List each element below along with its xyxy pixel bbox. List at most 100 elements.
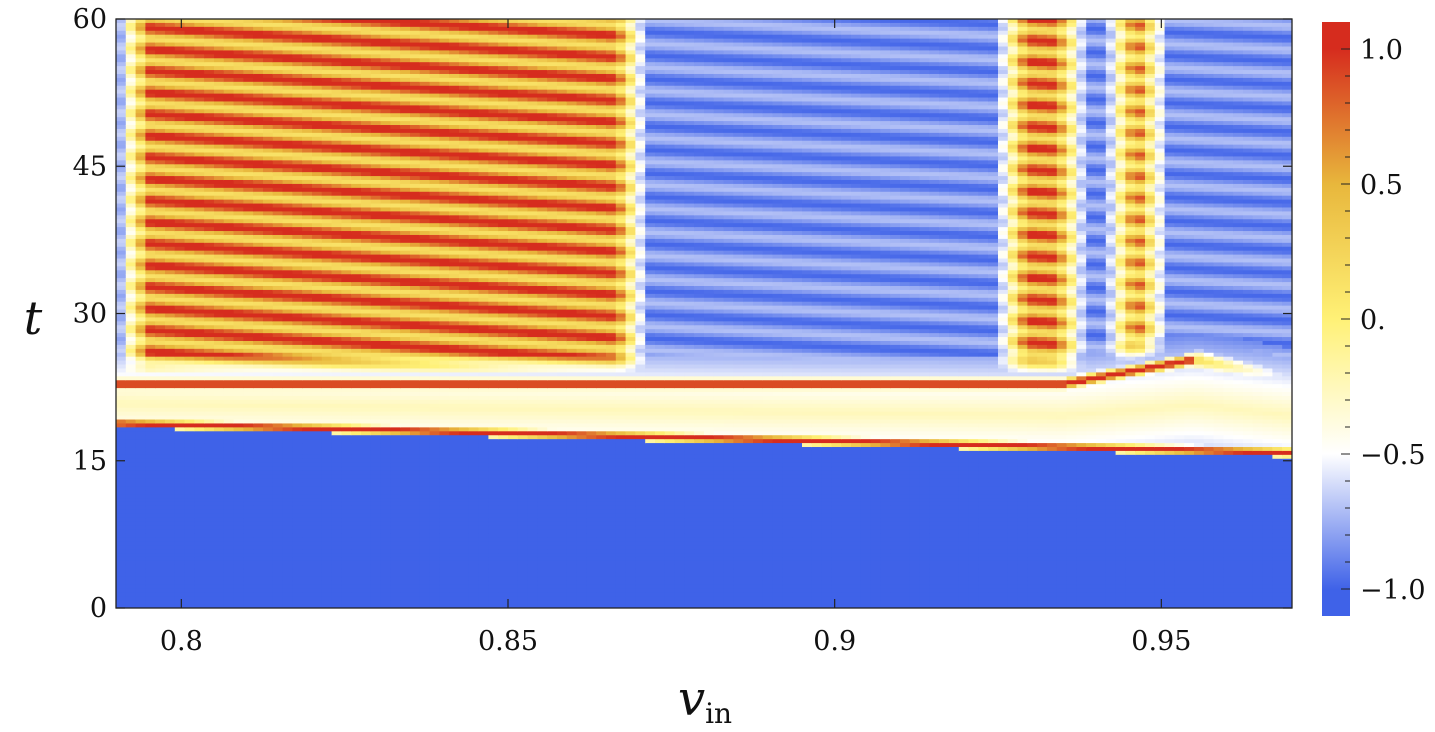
heatmap-cell [400, 376, 411, 381]
heatmap-cell [272, 246, 284, 252]
heatmap-cell [263, 77, 274, 83]
heatmap-cell [321, 399, 333, 405]
heatmap-cell [263, 109, 274, 114]
heatmap-cell [321, 447, 333, 452]
heatmap-cell [165, 474, 176, 480]
heatmap-cell [410, 109, 421, 114]
heatmap-cell [370, 549, 382, 554]
heatmap-cell [155, 470, 166, 476]
heatmap-cell [165, 525, 176, 531]
heatmap-cell [194, 529, 205, 534]
heatmap-cell [282, 266, 293, 271]
heatmap-cell [174, 317, 186, 322]
heatmap-cell [410, 317, 421, 322]
heatmap-cell [145, 376, 156, 381]
heatmap-cell [223, 38, 235, 44]
heatmap-cell [429, 525, 440, 531]
heatmap-cell [263, 26, 274, 32]
heatmap-cell [400, 340, 411, 346]
heatmap-cell [282, 250, 293, 256]
heatmap-cell [419, 521, 431, 527]
heatmap-cell [253, 600, 264, 605]
heatmap-cell [145, 42, 156, 48]
heatmap-cell [390, 136, 401, 142]
heatmap-cell [155, 270, 166, 275]
heatmap-cell [282, 356, 293, 362]
heatmap-cell [214, 203, 225, 209]
heatmap-cell [263, 521, 274, 527]
heatmap-cell [155, 66, 166, 71]
heatmap-cell [419, 462, 431, 468]
heatmap-cell [174, 447, 186, 452]
heatmap-cell [272, 132, 284, 138]
heatmap-cell [282, 191, 293, 197]
heatmap-cell [272, 34, 284, 40]
heatmap-cell [370, 337, 382, 342]
heatmap-cell [253, 439, 264, 444]
heatmap-cell [184, 97, 195, 103]
heatmap-cell [429, 144, 440, 150]
heatmap-cell [302, 478, 313, 483]
heatmap-cell [223, 172, 235, 177]
heatmap-cell [263, 223, 274, 228]
heatmap-cell [223, 466, 235, 472]
heatmap-cell [361, 136, 372, 142]
heatmap-cell [272, 427, 284, 432]
heatmap-cell [116, 258, 127, 264]
heatmap-cell [272, 183, 284, 189]
heatmap-cell [370, 529, 382, 534]
heatmap-cell [429, 97, 440, 103]
heatmap-cell [429, 227, 440, 232]
heatmap-cell [312, 368, 323, 373]
heatmap-cell [194, 564, 205, 570]
heatmap-cell [155, 195, 166, 201]
heatmap-cell [361, 462, 372, 468]
heatmap-cell [125, 395, 137, 401]
heatmap-cell [243, 490, 254, 495]
heatmap-cell [351, 509, 362, 515]
heatmap-cell [439, 97, 450, 103]
heatmap-cell [155, 380, 166, 385]
heatmap-cell [410, 576, 421, 582]
heatmap-cell [390, 227, 401, 232]
heatmap-cell [174, 187, 186, 193]
heatmap-cell [233, 168, 244, 173]
heatmap-cell [351, 395, 362, 401]
heatmap-cell [390, 399, 401, 405]
heatmap-cell [204, 556, 215, 562]
heatmap-cell [321, 313, 333, 319]
heatmap-cell [145, 77, 156, 83]
heatmap-cell [410, 541, 421, 546]
heatmap-cell [331, 242, 342, 248]
heatmap-cell [263, 529, 274, 534]
heatmap-cell [174, 604, 186, 608]
heatmap-cell [253, 333, 264, 338]
heatmap-cell [321, 384, 333, 389]
heatmap-cell [233, 101, 244, 106]
heatmap-cell [135, 219, 146, 224]
heatmap-cell [380, 73, 391, 79]
heatmap-cell [116, 242, 127, 248]
heatmap-cell [321, 144, 333, 150]
heatmap-cell [155, 101, 166, 106]
heatmap-cell [253, 313, 264, 319]
heatmap-cell [263, 604, 274, 608]
heatmap-cell [419, 77, 431, 83]
heatmap-cell [155, 509, 166, 515]
heatmap-cell [253, 533, 264, 538]
heatmap-cell [400, 22, 411, 28]
heatmap-cell [184, 66, 195, 71]
heatmap-cell [194, 604, 205, 608]
heatmap-cell [253, 19, 264, 24]
heatmap-cell [341, 384, 352, 389]
heatmap-cell [302, 384, 313, 389]
heatmap-cell [253, 423, 264, 428]
heatmap-cell [439, 77, 450, 83]
heatmap-cell [341, 517, 352, 523]
heatmap-cell [331, 592, 342, 597]
heatmap-cell [419, 360, 431, 366]
heatmap-cell [292, 58, 303, 63]
heatmap-cell [321, 148, 333, 154]
heatmap-cell [155, 187, 166, 193]
heatmap-cell [361, 109, 372, 114]
